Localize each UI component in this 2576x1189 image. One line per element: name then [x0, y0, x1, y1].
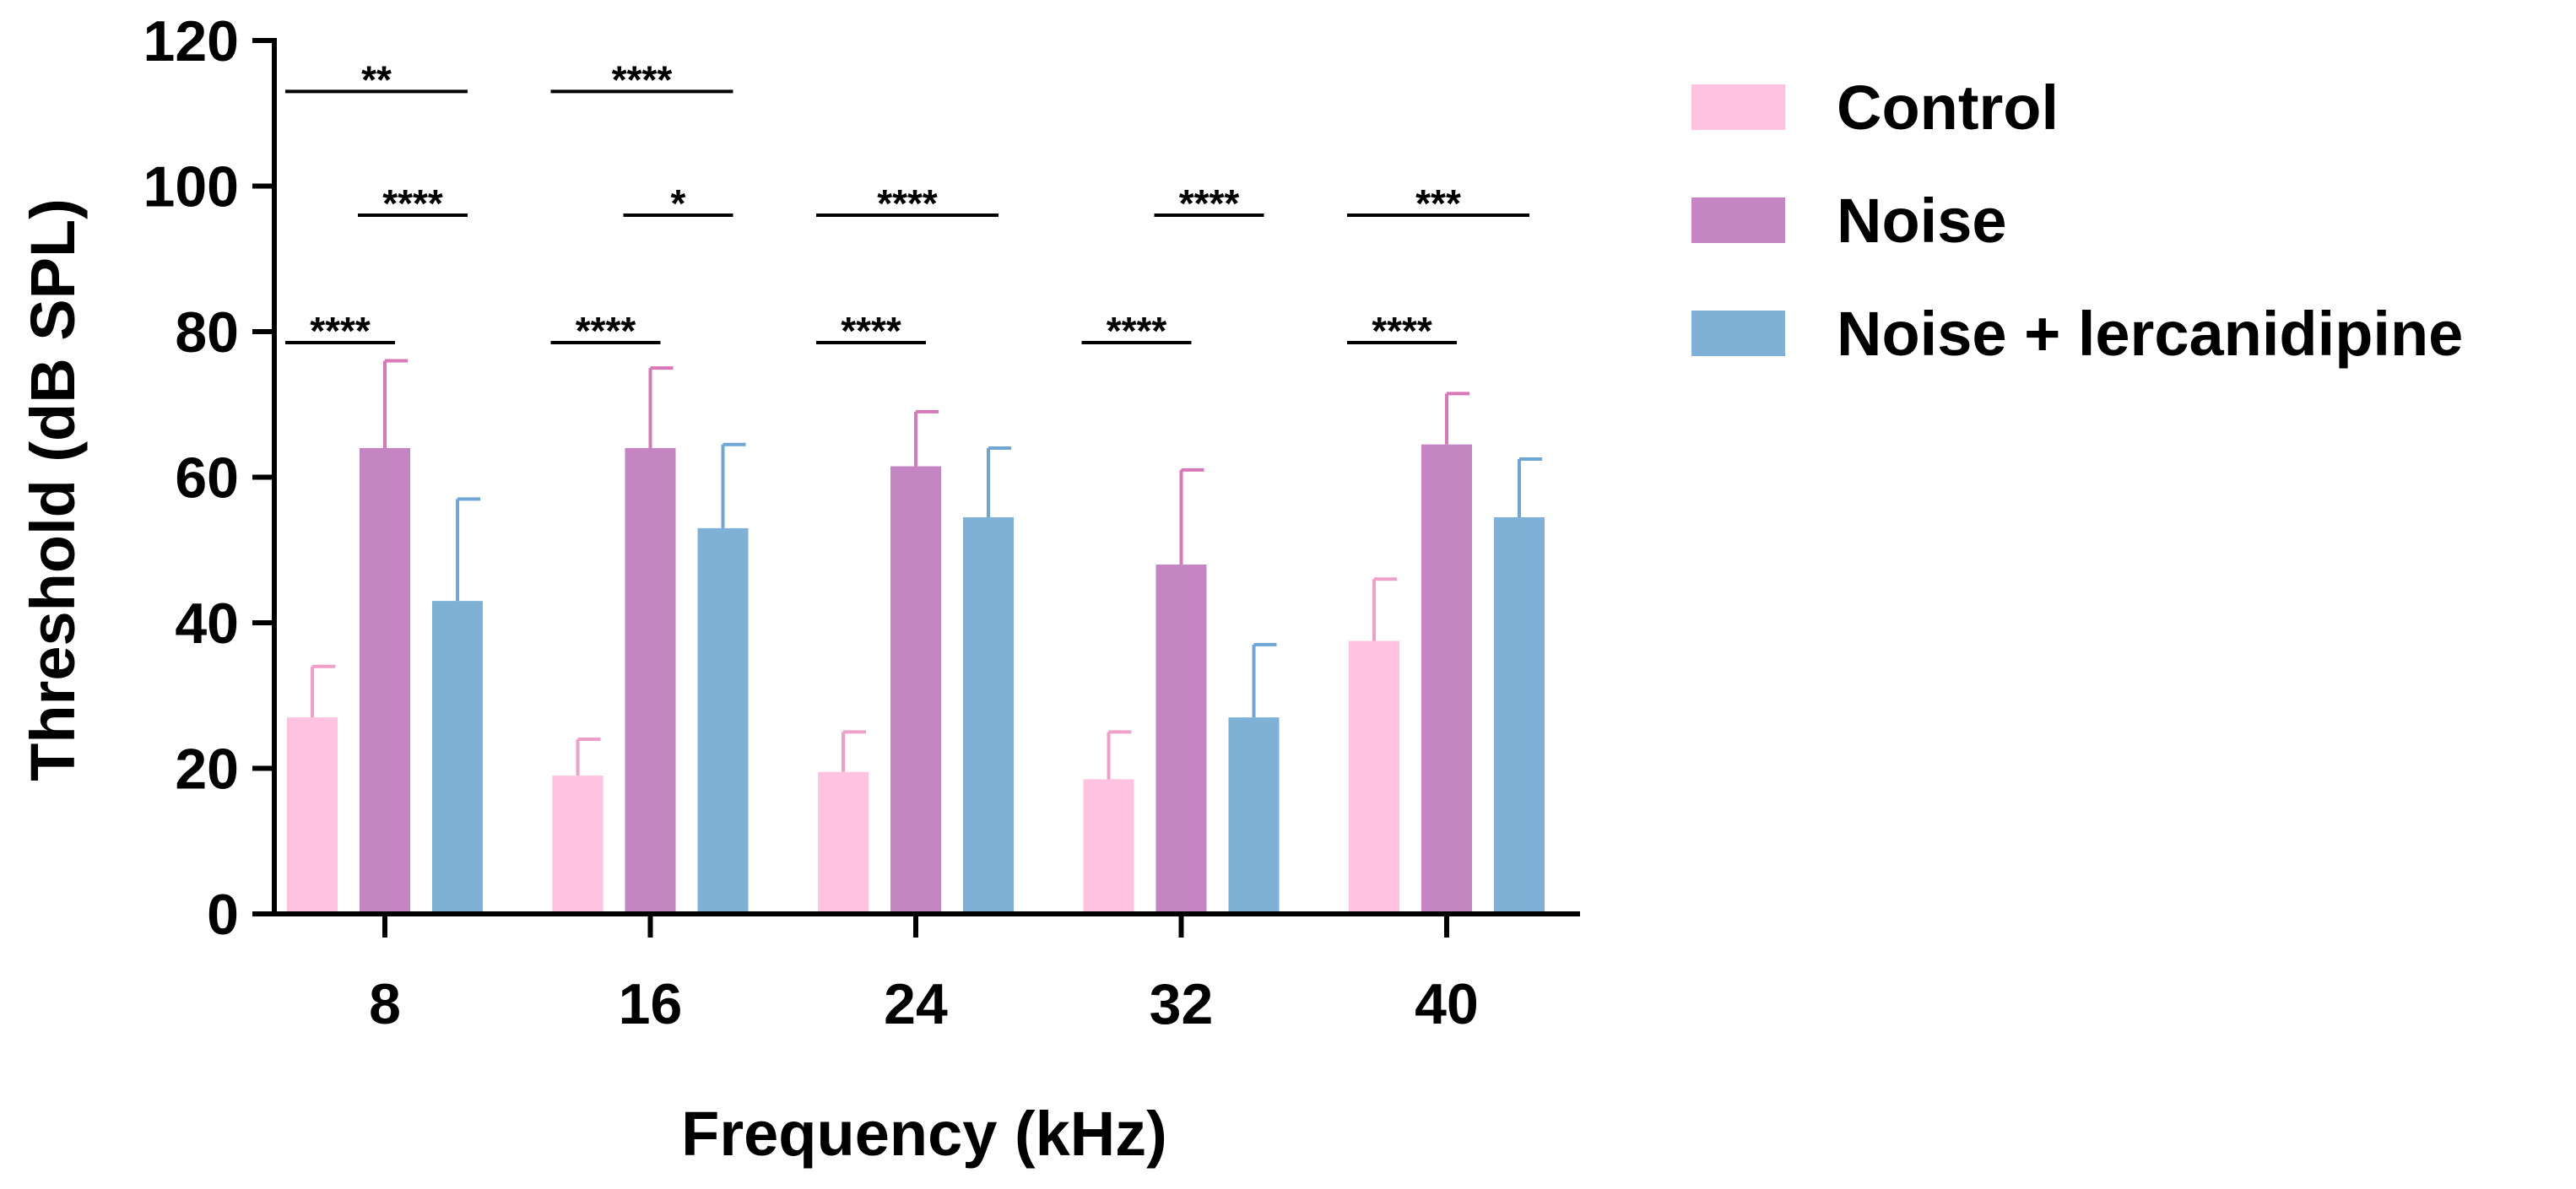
bar-noise-lercanidipine-16: [697, 527, 749, 914]
y-tick-label-100: 100: [143, 155, 239, 219]
significance-24-7: ****: [816, 181, 998, 225]
significance-label: ****: [1179, 181, 1240, 225]
bar-noise-lercanidipine-8: [432, 601, 483, 914]
significance-label: ****: [1372, 309, 1432, 353]
significance-label: ****: [1107, 309, 1167, 353]
bar-control-8: [287, 717, 338, 914]
bar-noise-lercanidipine-32: [1228, 717, 1280, 914]
x-tick-label-32: 32: [1150, 972, 1214, 1036]
significance-32-9: ****: [1154, 181, 1264, 225]
y-tick-label-0: 0: [207, 883, 239, 947]
bar-control-40: [1349, 640, 1399, 914]
error-bar-noise-8: [383, 359, 408, 448]
y-tick-label-20: 20: [175, 738, 239, 802]
legend-item-noise: Noise: [1691, 186, 2007, 256]
y-tick-label-40: 40: [175, 592, 239, 656]
significance-8-0: ****: [285, 309, 395, 353]
bar-control-24: [818, 771, 869, 914]
bar-noise-lercanidipine-40: [1494, 516, 1545, 914]
significance-label: ****: [310, 309, 371, 353]
axes-layer: 0 20 40 60 80 100 120 8 16 24 32 40: [143, 9, 1580, 1036]
legend-swatch: [1691, 84, 1785, 130]
x-axis-title: Frequency (kHz): [681, 1099, 1167, 1169]
significance-32-8: ****: [1081, 309, 1192, 353]
error-bars-layer: [311, 359, 1542, 780]
y-tick-label-60: 60: [175, 446, 239, 511]
bar-noise-24: [890, 466, 941, 914]
error-bar-noise-16: [648, 366, 674, 448]
error-bar-noise-lercanidipine-16: [721, 442, 746, 528]
error-bar-noise-24: [914, 409, 939, 467]
error-bar-control-16: [576, 738, 601, 776]
bars-layer: [287, 444, 1545, 914]
y-tick-label-120: 120: [143, 9, 239, 73]
legend-item-control: Control: [1691, 73, 2059, 143]
significance-24-6: ****: [816, 309, 926, 353]
significance-8-2: **: [285, 57, 468, 101]
significance-label: ****: [841, 309, 901, 353]
error-bar-noise-lercanidipine-32: [1252, 642, 1277, 718]
error-bar-noise-lercanidipine-40: [1518, 457, 1542, 517]
y-tick-label-80: 80: [175, 300, 239, 365]
bar-noise-lercanidipine-24: [963, 516, 1014, 914]
significance-label: *: [671, 181, 686, 225]
x-tick-label-40: 40: [1415, 972, 1479, 1036]
error-bar-control-8: [311, 664, 335, 718]
bar-control-16: [552, 776, 603, 914]
significance-label: **: [361, 57, 392, 101]
bar-control-32: [1083, 779, 1134, 914]
legend-item-noise-lercanidipine: Noise + lercanidipine: [1691, 299, 2463, 369]
error-bar-control-32: [1107, 730, 1132, 780]
significance-label: ****: [576, 309, 636, 353]
y-axis-title: Threshold (dB SPL): [18, 198, 88, 781]
x-tick-label-8: 8: [369, 972, 401, 1036]
significance-40-10: ****: [1347, 309, 1457, 353]
significance-label: ****: [877, 181, 938, 225]
legend-swatch: [1691, 311, 1785, 356]
error-bar-noise-lercanidipine-24: [987, 446, 1011, 517]
error-bar-noise-40: [1445, 392, 1469, 445]
bar-noise-8: [360, 448, 410, 914]
error-bar-control-40: [1372, 577, 1397, 641]
x-tick-label-16: 16: [619, 972, 683, 1036]
significance-16-5: ****: [550, 57, 733, 101]
legend-label: Noise: [1837, 186, 2007, 256]
significance-40-11: ***: [1347, 181, 1529, 225]
x-tick-label-24: 24: [884, 972, 948, 1036]
significance-16-3: ****: [550, 309, 661, 353]
bar-noise-40: [1421, 444, 1472, 914]
significance-16-4: *: [623, 181, 733, 225]
significance-label: ****: [382, 181, 443, 225]
legend-label: Control: [1837, 73, 2059, 143]
error-bar-noise-lercanidipine-8: [456, 497, 480, 602]
significance-label: ****: [612, 57, 673, 101]
bar-noise-16: [625, 448, 676, 914]
legend-swatch: [1691, 197, 1785, 243]
significance-8-1: ****: [358, 181, 468, 225]
bar-noise-32: [1155, 565, 1207, 914]
error-bar-control-24: [842, 730, 866, 772]
legend-label: Noise + lercanidipine: [1837, 299, 2463, 369]
significance-annotations: ****************************************…: [285, 57, 1529, 353]
legend: Control Noise Noise + lercanidipine: [1691, 73, 2463, 369]
significance-label: ***: [1415, 181, 1461, 225]
error-bar-noise-32: [1179, 467, 1204, 565]
